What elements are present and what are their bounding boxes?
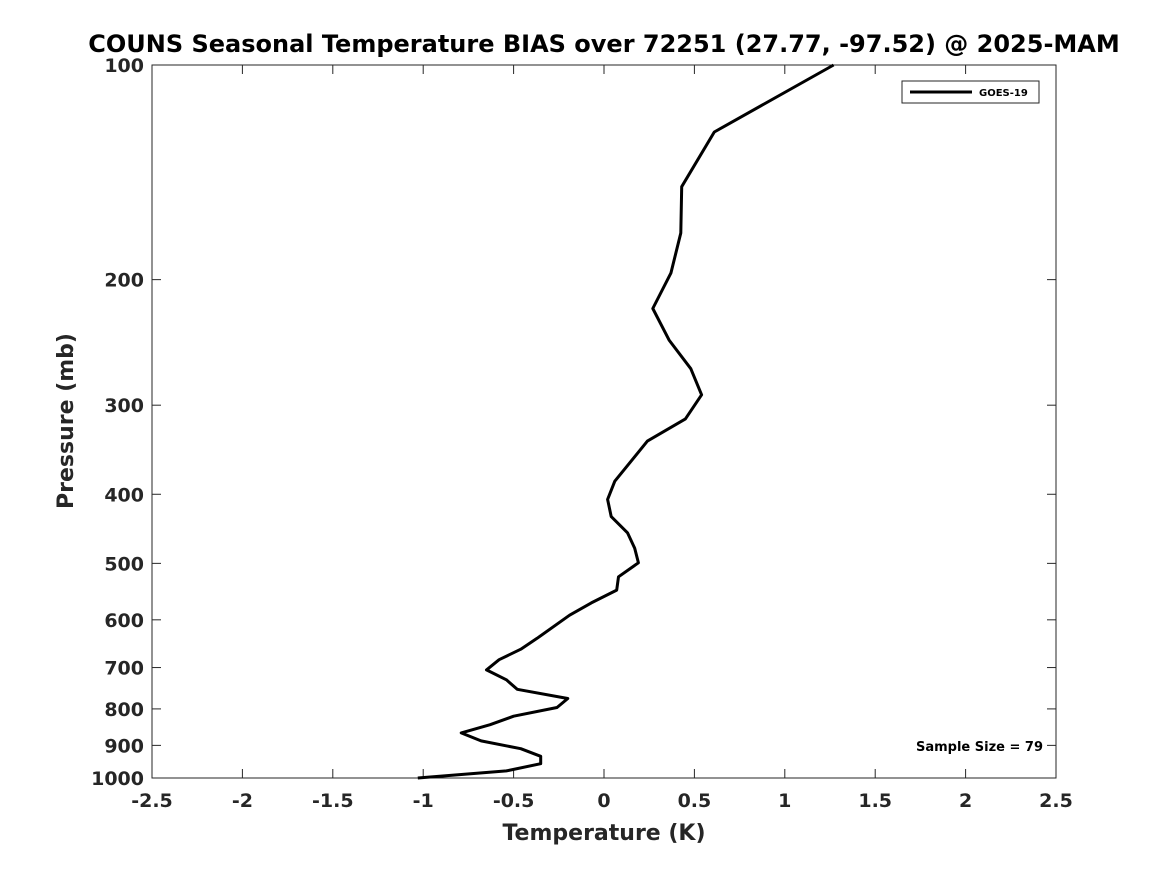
- y-axis-ticks: 100 200 300 400 500 600 700 800 900 1000: [91, 55, 1056, 790]
- y-tick-label: 700: [104, 658, 144, 680]
- plot-area-frame: [151, 64, 1057, 779]
- x-tick-label: 1.5: [858, 790, 892, 812]
- chart-legend: GOES-19: [901, 80, 1040, 104]
- x-tick-label: 0.5: [678, 790, 712, 812]
- x-tick-label: -1.5: [312, 790, 354, 812]
- y-tick-label: 300: [104, 395, 144, 417]
- y-tick-label: 500: [104, 553, 144, 575]
- x-tick-label: 2: [959, 790, 972, 812]
- y-tick-label: 600: [104, 610, 144, 632]
- series-layer: [417, 63, 835, 780]
- x-tick-label: -0.5: [493, 790, 535, 812]
- y-tick-label: 200: [104, 270, 144, 292]
- y-tick-label: 100: [104, 55, 144, 77]
- x-tick-label: -1: [413, 790, 434, 812]
- y-tick-label: 900: [104, 735, 144, 757]
- x-axis-label: Temperature (K): [502, 821, 705, 846]
- sample-size-annotation: Sample Size = 79: [916, 740, 1043, 755]
- x-tick-label: 0: [597, 790, 610, 812]
- y-tick-label: 400: [104, 484, 144, 506]
- x-axis-ticks: -2.5 -2 -1.5 -1 -0.5 0 0.5 1 1.5 2 2.5: [131, 65, 1073, 812]
- y-tick-label: 800: [104, 699, 144, 721]
- series-line-goes-19: [417, 63, 835, 780]
- chart-title: COUNS Seasonal Temperature BIAS over 722…: [88, 30, 1120, 58]
- y-axis-label: Pressure (mb): [54, 333, 79, 509]
- x-tick-label: -2: [232, 790, 253, 812]
- x-tick-label: 2.5: [1039, 790, 1073, 812]
- legend-label-goes-19: GOES-19: [979, 88, 1028, 99]
- x-tick-label: 1: [778, 790, 791, 812]
- x-tick-label: -2.5: [131, 790, 173, 812]
- y-tick-label: 1000: [91, 768, 144, 790]
